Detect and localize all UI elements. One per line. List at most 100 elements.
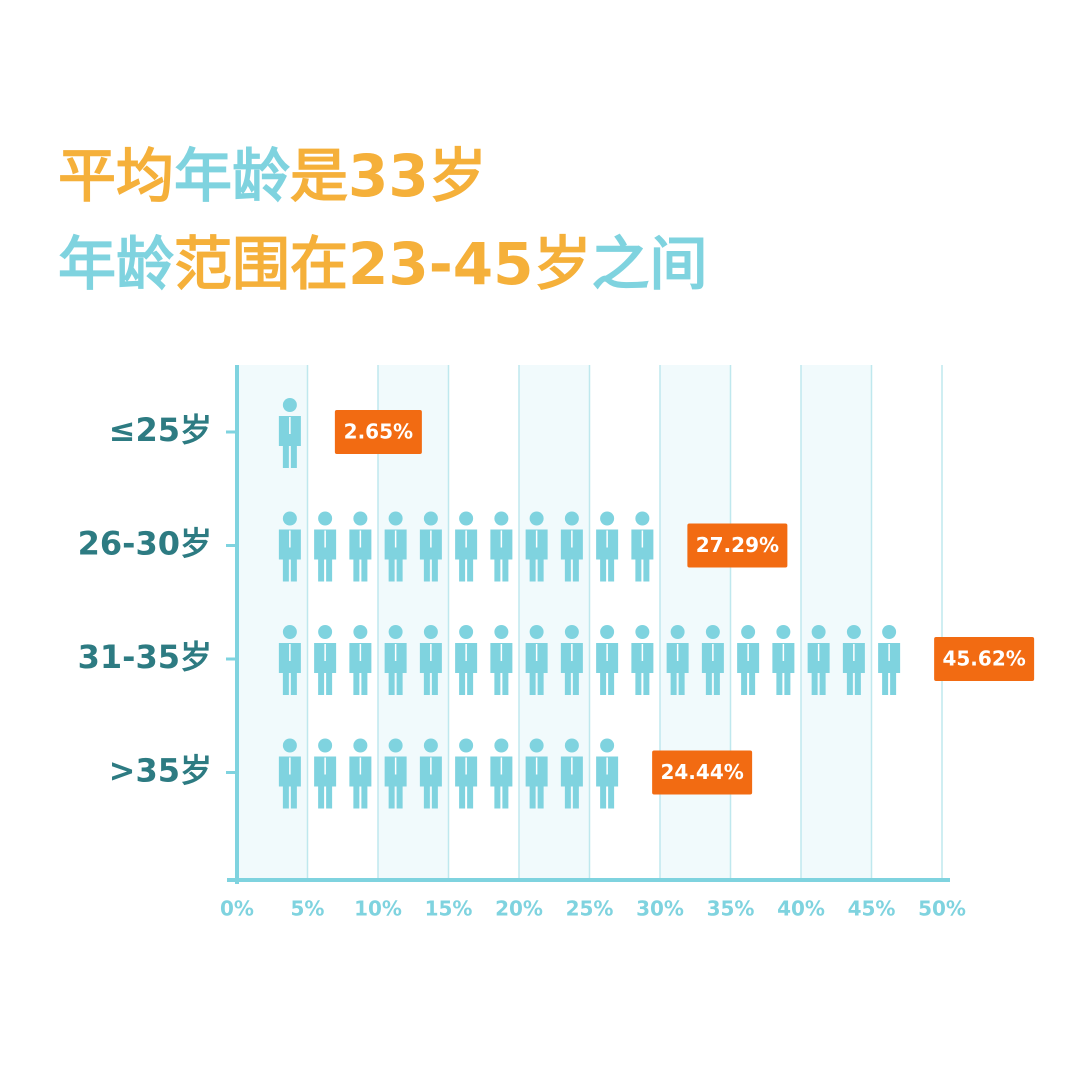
person-head	[564, 738, 579, 753]
pictograph-row	[278, 398, 301, 468]
person-body	[314, 529, 337, 582]
chart-title: 平均年龄是33岁	[58, 142, 487, 210]
value-label-box	[687, 523, 788, 568]
title-segment: 年龄	[58, 230, 174, 298]
person-head	[564, 625, 579, 639]
pictograph-row	[278, 625, 901, 695]
person-head	[282, 738, 297, 753]
person-head	[600, 625, 615, 639]
person-head	[635, 511, 650, 526]
person-body	[455, 756, 478, 809]
person-head	[353, 625, 368, 639]
person-head	[388, 511, 403, 526]
person-body	[596, 756, 619, 809]
person-body	[384, 529, 407, 582]
person-head	[282, 511, 297, 526]
value-label-box	[652, 750, 753, 795]
person-head	[318, 511, 333, 526]
pictograph-row	[278, 738, 619, 809]
person-body	[314, 643, 337, 695]
person-body	[349, 756, 372, 809]
person-head	[529, 738, 544, 753]
person-body	[842, 643, 865, 695]
person-body	[490, 529, 513, 582]
person-head	[529, 511, 544, 526]
person-head	[494, 625, 509, 639]
person-body	[525, 643, 548, 695]
x-tick-label: 35%	[707, 897, 755, 921]
title-segment: 范围在23-45岁	[174, 230, 592, 298]
x-tick-label: 0%	[220, 897, 254, 921]
person-head	[564, 511, 579, 526]
person-body	[631, 643, 654, 695]
person-body	[384, 756, 407, 809]
person-body	[278, 416, 301, 468]
person-head	[423, 511, 438, 526]
value-label: 27.29%	[696, 533, 779, 557]
person-head	[459, 511, 474, 526]
person-body	[525, 529, 548, 582]
person-body	[525, 756, 548, 809]
x-tick-label: 25%	[566, 897, 614, 921]
person-body	[560, 643, 583, 695]
person-body	[384, 643, 407, 695]
value-label: 2.65%	[344, 420, 413, 444]
category-label: 31-35岁	[78, 638, 212, 676]
x-tick-label: 50%	[918, 897, 966, 921]
person-head	[318, 625, 333, 639]
person-head	[282, 398, 297, 412]
person-head	[529, 625, 544, 639]
grid-band	[519, 365, 590, 880]
title-segment: 之间	[592, 230, 708, 298]
person-head	[318, 738, 333, 753]
pictograph-row	[278, 511, 654, 582]
category-label: ≤25岁	[109, 411, 212, 449]
person-body	[419, 529, 442, 582]
person-head	[600, 738, 615, 753]
x-tick-label: 40%	[777, 897, 825, 921]
person-head	[811, 625, 826, 639]
x-tick-label: 10%	[354, 897, 402, 921]
person-body	[878, 643, 901, 695]
person-body	[631, 529, 654, 582]
person-body	[772, 643, 795, 695]
person-head	[741, 625, 756, 639]
person-body	[490, 643, 513, 695]
category-label: >35岁	[109, 752, 212, 790]
person-body	[419, 643, 442, 695]
x-tick-label: 5%	[291, 897, 325, 921]
person-head	[423, 625, 438, 639]
person-head	[494, 738, 509, 753]
person-body	[560, 756, 583, 809]
chart-title: 年龄范围在23-45岁之间	[58, 230, 708, 298]
person-head	[776, 625, 791, 639]
person-body	[314, 756, 337, 809]
person-body	[596, 529, 619, 582]
person-body	[490, 756, 513, 809]
person-head	[353, 738, 368, 753]
title-segment: 平均	[58, 142, 174, 210]
person-head	[846, 625, 861, 639]
grid-band	[801, 365, 872, 880]
category-label: 26-30岁	[78, 525, 212, 563]
value-label: 45.62%	[942, 647, 1025, 671]
person-body	[349, 529, 372, 582]
person-head	[670, 625, 685, 639]
person-body	[560, 529, 583, 582]
person-body	[278, 756, 301, 809]
person-body	[807, 643, 830, 695]
person-head	[600, 511, 615, 526]
person-body	[737, 643, 760, 695]
person-body	[701, 643, 724, 695]
person-head	[882, 625, 897, 639]
person-head	[705, 625, 720, 639]
title-segment: 年龄	[174, 142, 290, 210]
person-head	[459, 625, 474, 639]
x-tick-label: 15%	[425, 897, 473, 921]
person-head	[353, 511, 368, 526]
person-head	[388, 625, 403, 639]
person-head	[423, 738, 438, 753]
person-head	[388, 738, 403, 753]
value-label-box	[334, 410, 422, 454]
